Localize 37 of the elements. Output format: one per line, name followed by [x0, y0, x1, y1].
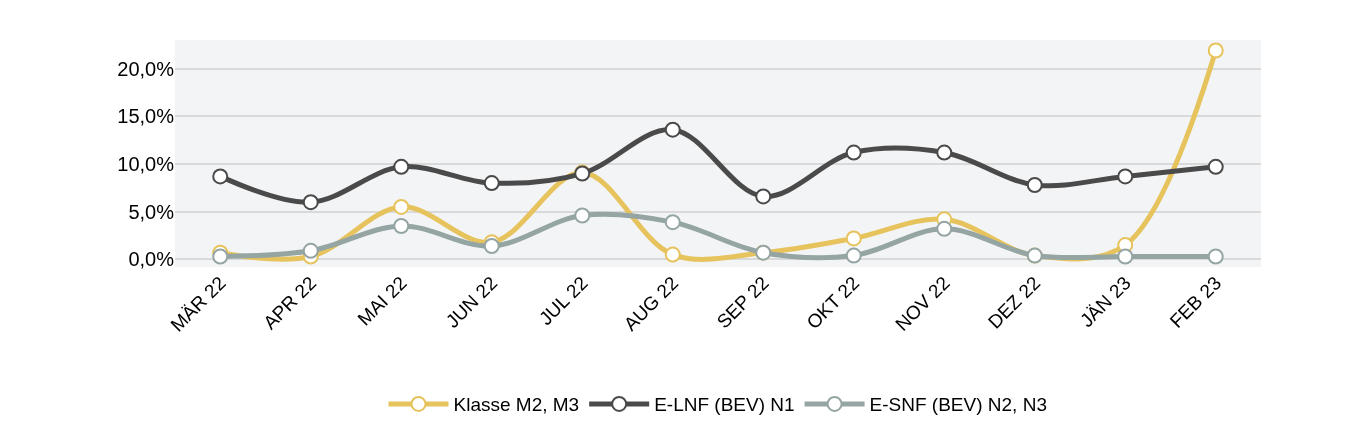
- point: [1207, 42, 1224, 59]
- point: [393, 158, 410, 175]
- point: [936, 144, 953, 161]
- point: [664, 246, 681, 263]
- point: [664, 214, 681, 231]
- point: [1207, 158, 1224, 175]
- point: [1117, 248, 1134, 265]
- point: [483, 175, 500, 192]
- y-tick-label: 0,0%: [128, 248, 175, 271]
- legend-label: Klasse M2, M3: [453, 394, 580, 416]
- point: [393, 217, 410, 234]
- point: [845, 144, 862, 161]
- legend-label: E-SNF (BEV) N2, N3: [869, 394, 1047, 416]
- y-tick-label: 20,0%: [117, 57, 175, 80]
- point: [302, 194, 319, 211]
- point: [302, 242, 319, 259]
- point: [664, 121, 681, 138]
- point: [483, 238, 500, 255]
- point: [1026, 176, 1043, 193]
- point: [1117, 168, 1134, 185]
- point: [845, 230, 862, 247]
- x-tick-label: JUL 22: [534, 272, 592, 330]
- x-tick-label: MAI 22: [353, 272, 411, 330]
- x-tick-label: FEB 23: [1165, 272, 1226, 332]
- point: [212, 168, 229, 185]
- point: [393, 198, 410, 215]
- point: [845, 247, 862, 264]
- point: [936, 220, 953, 237]
- y-tick-label: 5,0%: [128, 200, 175, 223]
- point: [212, 248, 229, 265]
- legend-label: E-LNF (BEV) N1: [654, 394, 795, 416]
- point: [574, 207, 591, 224]
- y-tick-label: 15,0%: [117, 105, 175, 128]
- y-tick-label: 10,0%: [117, 152, 175, 175]
- point: [1207, 248, 1224, 265]
- x-tick-label: JÄN 23: [1075, 272, 1135, 332]
- point: [755, 188, 772, 205]
